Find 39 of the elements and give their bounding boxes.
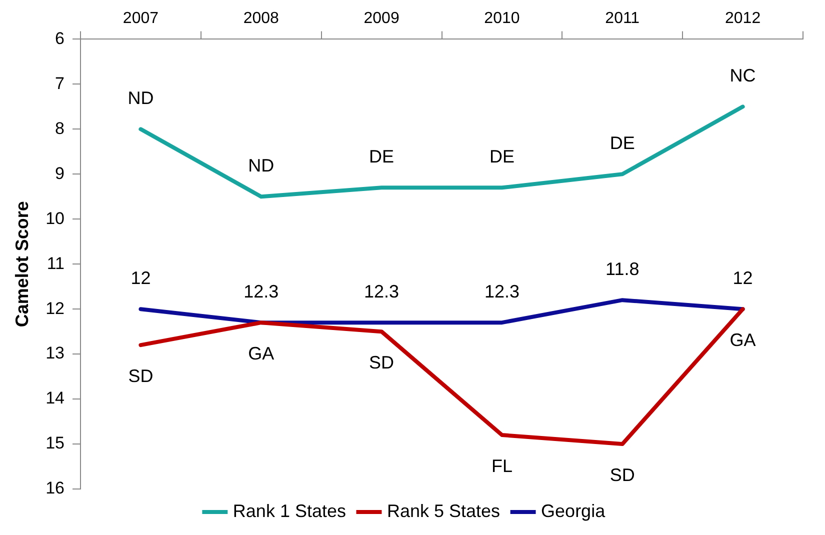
annotation: GA: [730, 330, 756, 350]
legend-label: Rank 5 States: [386, 500, 500, 521]
x-tick-label: 2008: [243, 10, 280, 28]
data-label: 11.8: [606, 259, 640, 280]
annotation: GA: [248, 344, 274, 364]
x-tick-label: 2009: [364, 10, 400, 28]
data-label: 12.3: [244, 282, 279, 302]
legend-label: Rank 1 States: [232, 500, 346, 521]
annotation: ND: [248, 156, 274, 176]
annotation: ND: [128, 88, 154, 108]
y-tick-label: 13: [46, 344, 65, 363]
data-label: 12: [732, 268, 753, 288]
y-tick-label: 9: [55, 164, 65, 183]
data-label: 12.3: [364, 282, 400, 302]
y-tick-label: 7: [55, 74, 65, 93]
y-tick-label: 16: [46, 478, 65, 498]
annotation: DE: [369, 146, 394, 167]
y-tick-label: 11: [46, 254, 65, 273]
y-tick-label: 10: [46, 208, 65, 228]
annotation: SD: [128, 366, 154, 386]
x-tick-label: 2010: [484, 10, 520, 28]
x-tick-label: 2007: [122, 10, 159, 28]
y-axis-title: Camelot Score: [12, 201, 32, 328]
annotation: SD: [369, 352, 394, 373]
annotation: DE: [610, 133, 635, 154]
y-tick-label: 15: [46, 434, 65, 453]
y-tick-label: 8: [55, 118, 65, 138]
annotation: SD: [610, 464, 635, 485]
x-tick-label: 2011: [605, 10, 640, 28]
legend-label: Georgia: [541, 500, 606, 521]
annotation: NC: [730, 66, 756, 86]
annotation: DE: [489, 146, 514, 167]
annotation: FL: [491, 456, 512, 476]
y-tick-label: 12: [46, 298, 65, 318]
y-tick-label: 6: [55, 28, 65, 48]
y-tick-label: 14: [46, 388, 65, 408]
x-tick-label: 2012: [724, 10, 761, 28]
data-label: 12: [130, 268, 151, 288]
data-label: 12.3: [484, 282, 520, 302]
